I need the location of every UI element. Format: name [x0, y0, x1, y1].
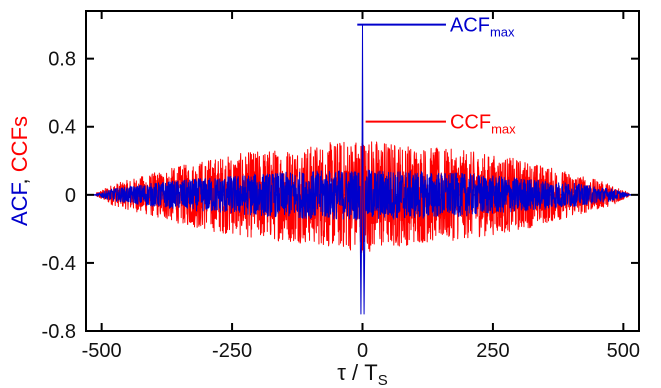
x-tick-label: -250: [212, 340, 252, 362]
y-tick-label: 0.4: [48, 117, 76, 139]
x-tick-label: 500: [607, 340, 640, 362]
annotation-ccf_max: CCFmax: [450, 112, 516, 137]
y-tick-label: -0.8: [42, 321, 76, 343]
plot-series-group: [86, 24, 639, 315]
x-tick-label: -500: [82, 340, 122, 362]
annotations-group: ACFmax CCFmax: [357, 15, 516, 137]
y-tick-label: 0.8: [48, 49, 76, 71]
x-tick-label: 250: [476, 340, 509, 362]
y-tick-label: 0: [65, 185, 76, 207]
series-ccf: [95, 141, 630, 253]
y-tick-label: -0.4: [42, 253, 76, 275]
x-tick-label: 0: [357, 340, 368, 362]
y-axis-label: ACF, CCFs: [7, 116, 32, 226]
annotation-acf_max: ACFmax: [450, 15, 515, 40]
axis-labels-group: τ / TS ACF, CCFs: [7, 116, 388, 388]
x-axis-label: τ / TS: [337, 360, 387, 388]
axes-group: -500 -250 0 250 500 -0.8 -0.4 0 0.4 0.8: [42, 10, 640, 362]
